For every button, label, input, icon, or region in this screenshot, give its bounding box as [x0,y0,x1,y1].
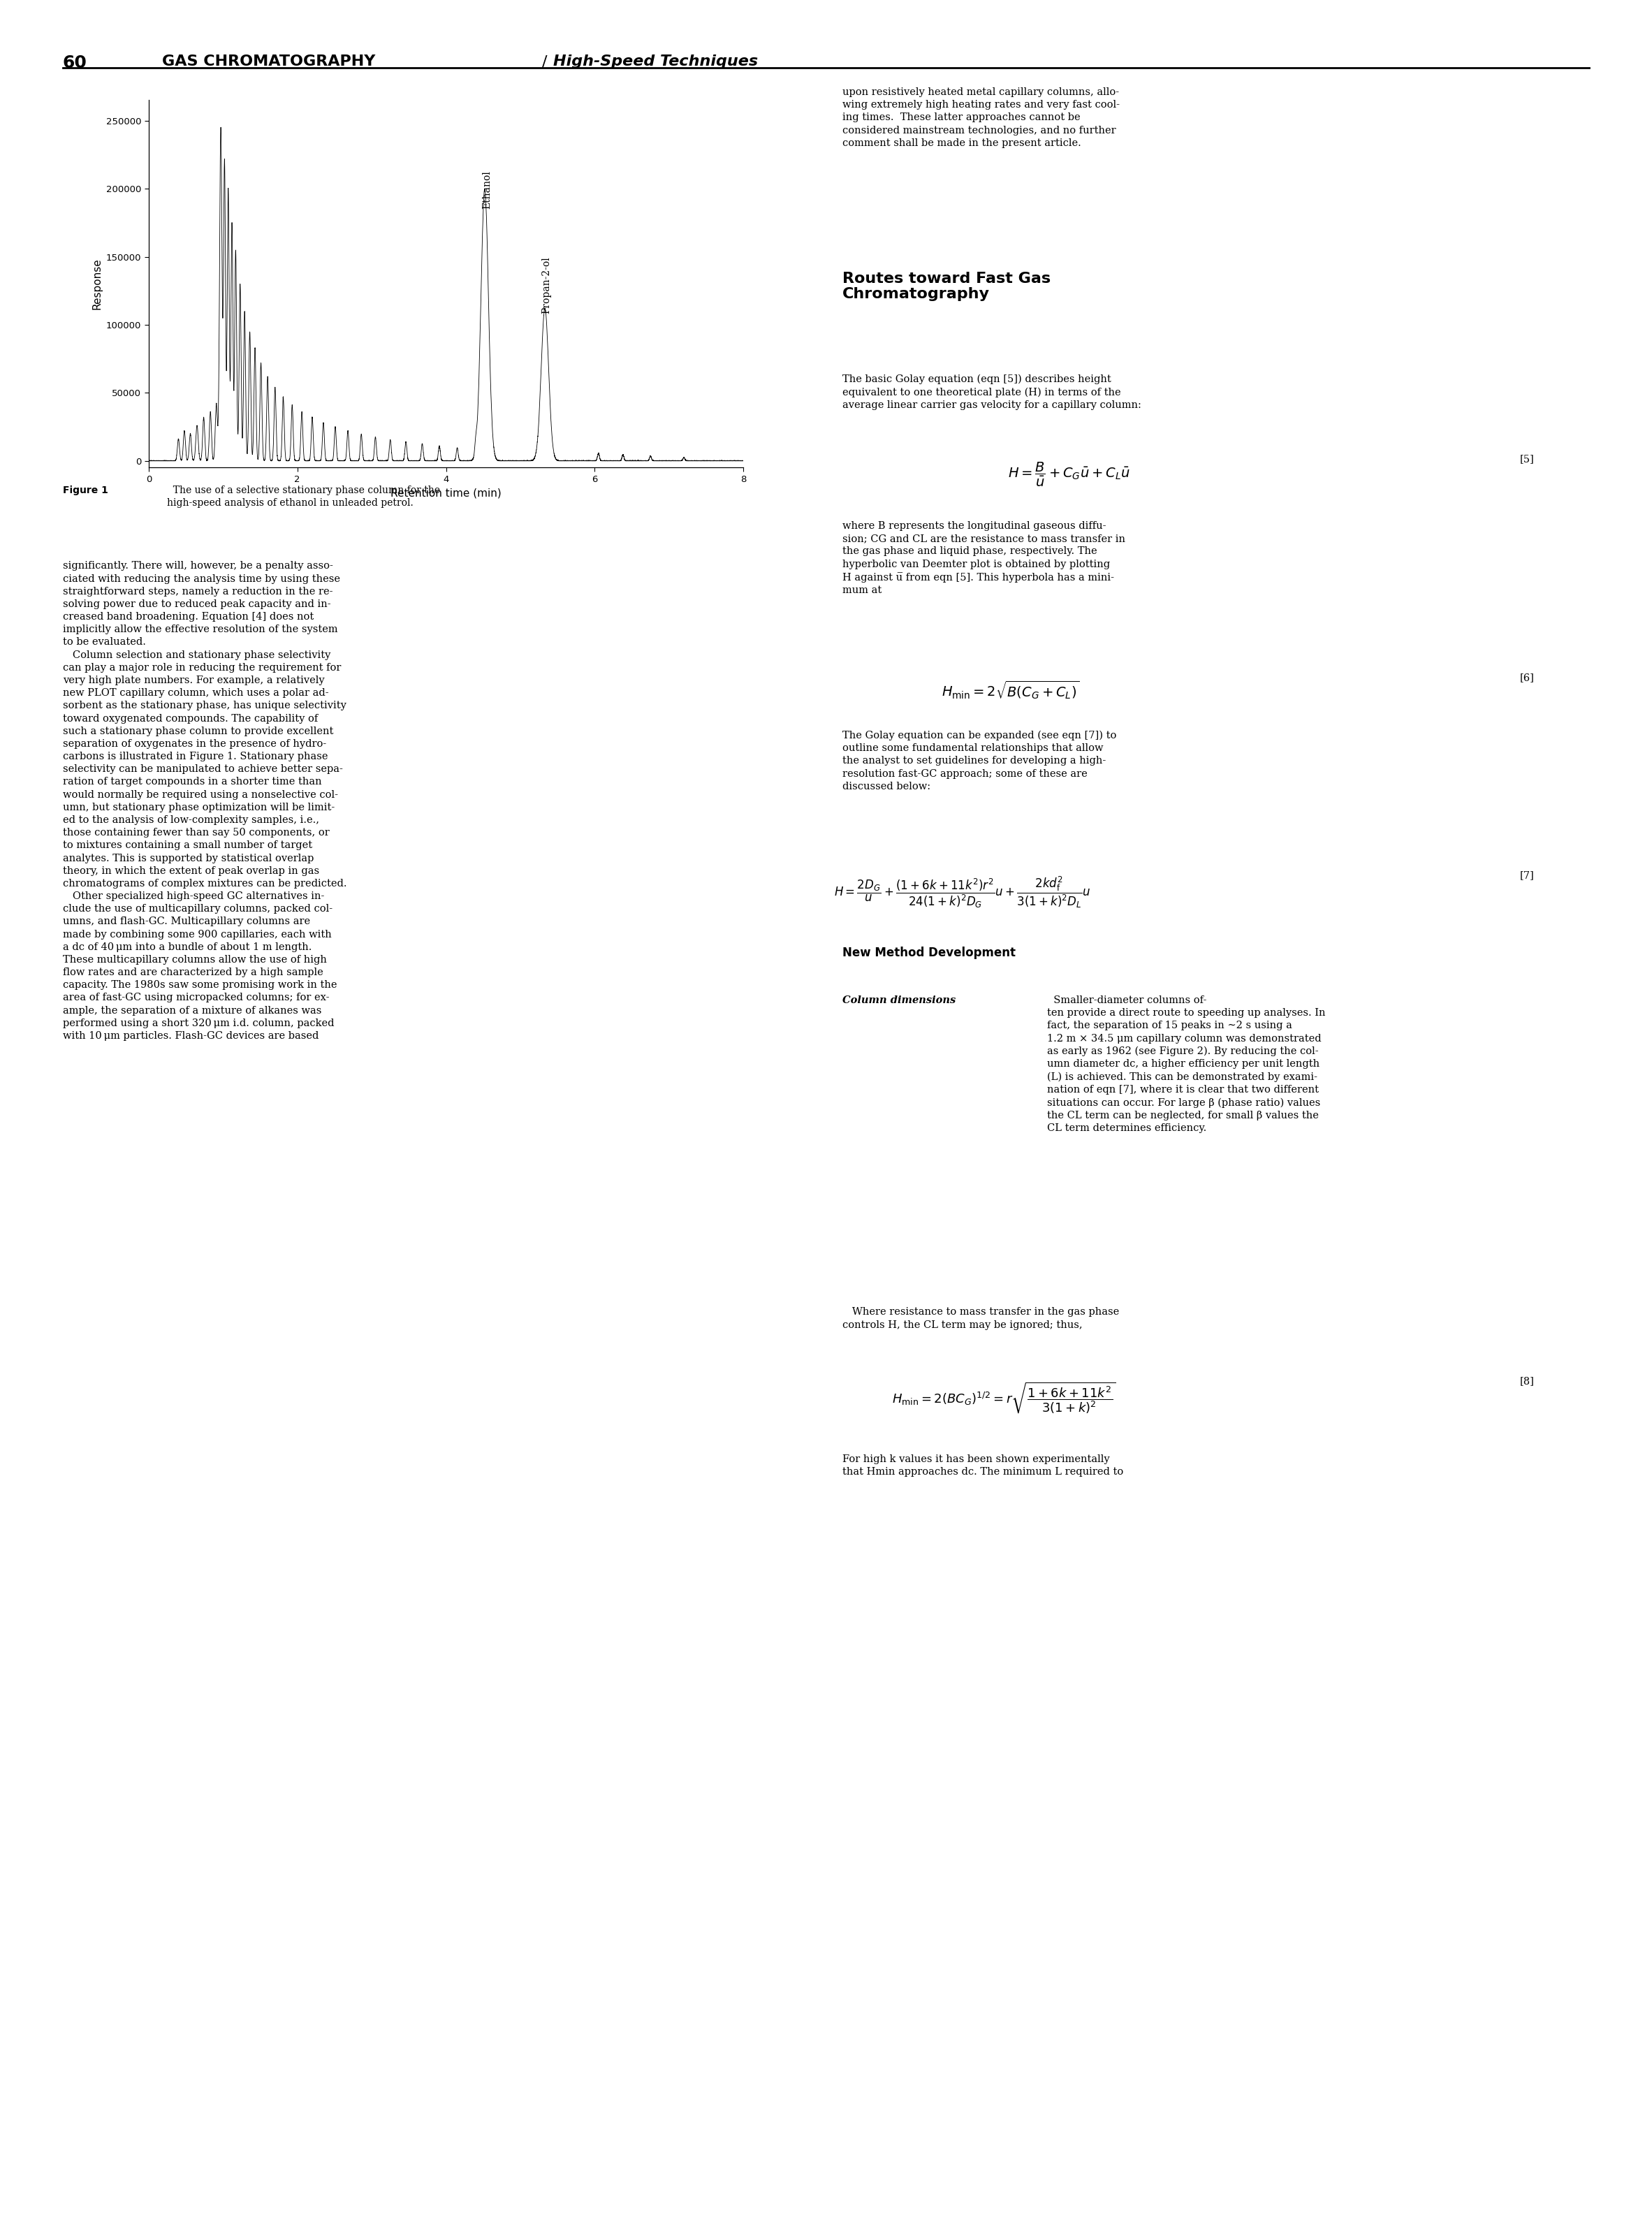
Text: Where resistance to mass transfer in the gas phase
controls H, the CL term may b: Where resistance to mass transfer in the… [843,1307,1120,1330]
Text: $H_{\rm min} = 2\sqrt{B(C_G + C_L)}$: $H_{\rm min} = 2\sqrt{B(C_G + C_L)}$ [942,679,1079,702]
Text: Ethanol: Ethanol [482,171,492,209]
Text: For high k values it has been shown experimentally
that Hmin approaches dc. The : For high k values it has been shown expe… [843,1454,1123,1477]
Text: Smaller-diameter columns of-
ten provide a direct route to speeding up analyses.: Smaller-diameter columns of- ten provide… [1047,995,1325,1134]
Text: upon resistively heated metal capillary columns, allo-
wing extremely high heati: upon resistively heated metal capillary … [843,87,1120,147]
Text: $H_{\rm min} = 2(BC_G)^{1/2} = r\sqrt{\dfrac{1 + 6k + 11k^2}{3(1+k)^2}}$: $H_{\rm min} = 2(BC_G)^{1/2} = r\sqrt{\d… [892,1381,1117,1416]
Text: significantly. There will, however, be a penalty asso-
ciated with reducing the : significantly. There will, however, be a… [63,561,347,1040]
Text: [6]: [6] [1520,673,1535,681]
Text: $H = \dfrac{B}{\bar{u}} + C_G\bar{u} + C_L\bar{u}$: $H = \dfrac{B}{\bar{u}} + C_G\bar{u} + C… [1008,461,1130,488]
Text: /: / [542,53,547,69]
Text: Routes toward Fast Gas
Chromatography: Routes toward Fast Gas Chromatography [843,272,1051,301]
Text: [5]: [5] [1520,454,1535,463]
Y-axis label: Response: Response [93,258,102,310]
Text: $H = \dfrac{2D_G}{u} + \dfrac{(1 + 6k + 11k^2)r^2}{24(1+k)^2 D_G}u + \dfrac{2kd_: $H = \dfrac{2D_G}{u} + \dfrac{(1 + 6k + … [834,875,1090,909]
Text: The basic Golay equation (eqn [5]) describes height
equivalent to one theoretica: The basic Golay equation (eqn [5]) descr… [843,374,1142,410]
X-axis label: Retention time (min): Retention time (min) [390,488,502,499]
Text: 60: 60 [63,53,88,71]
Text: The Golay equation can be expanded (see eqn [7]) to
outline some fundamental rel: The Golay equation can be expanded (see … [843,730,1117,791]
Text: High-Speed Techniques: High-Speed Techniques [553,53,758,69]
Text: [7]: [7] [1520,871,1535,880]
Text: [8]: [8] [1520,1376,1535,1385]
Text: Figure 1: Figure 1 [63,485,107,494]
Text: New Method Development: New Method Development [843,946,1016,960]
Text: Column dimensions: Column dimensions [843,995,957,1004]
Text: The use of a selective stationary phase column for the
high-speed analysis of et: The use of a selective stationary phase … [167,485,439,508]
Text: Propan-2-ol: Propan-2-ol [542,256,552,314]
Text: where B represents the longitudinal gaseous diffu-
sion; CG and CL are the resis: where B represents the longitudinal gase… [843,521,1125,595]
Text: GAS CHROMATOGRAPHY: GAS CHROMATOGRAPHY [162,53,375,69]
